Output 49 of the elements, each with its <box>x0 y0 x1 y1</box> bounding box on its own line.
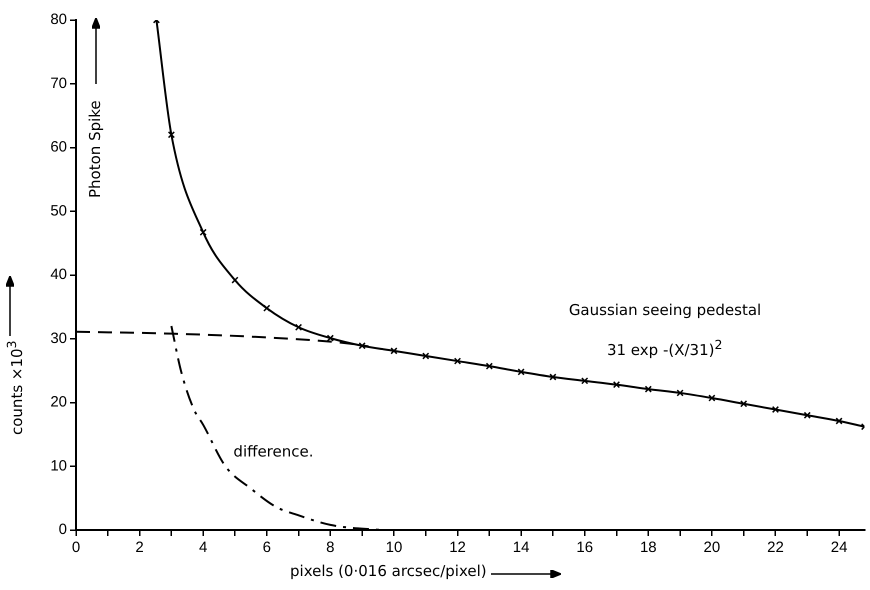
point <box>740 400 748 408</box>
x-tick-label: 18 <box>640 539 657 556</box>
y-tick-label: 0 <box>58 521 67 538</box>
point <box>549 373 556 381</box>
annotation: 31 exp -(X/31)$^{2}$ <box>606 337 722 360</box>
point <box>454 357 462 365</box>
point <box>581 377 588 384</box>
annotation: Photon Spike <box>86 100 104 198</box>
y-tick-label: 20 <box>50 394 67 411</box>
point <box>612 381 620 388</box>
series-label: difference. <box>233 442 314 460</box>
y-tick-label: 50 <box>50 202 67 220</box>
y-tick-label: 10 <box>50 457 67 474</box>
point <box>200 228 207 236</box>
y-tick-label: 80 <box>50 11 67 28</box>
x-tick-label: 0 <box>72 539 80 556</box>
x-tick-label: 24 <box>830 539 848 556</box>
y-tick-label: 40 <box>50 266 67 284</box>
x-tick-label: 2 <box>135 539 144 556</box>
x-tick-label: 6 <box>262 539 271 556</box>
point <box>486 362 493 370</box>
point <box>518 368 525 376</box>
x-axis-title: pixels (0·016 arcsec/pixel) <box>290 562 487 580</box>
y-tick-label: 30 <box>50 330 67 347</box>
x-tick-label: 12 <box>449 539 466 556</box>
x-tick-label: 8 <box>326 539 335 556</box>
point <box>422 352 430 360</box>
point <box>835 417 843 425</box>
y-tick-label: 60 <box>50 138 67 156</box>
x-tick-label: 20 <box>704 539 720 556</box>
point <box>676 389 684 397</box>
point <box>263 304 270 312</box>
point <box>168 131 175 138</box>
annotation: Gaussian seeing pedestal <box>568 300 762 318</box>
point <box>708 394 716 402</box>
x-tick-label: 22 <box>767 539 784 556</box>
x-tick-label: 14 <box>512 539 530 556</box>
x-tick-label: 10 <box>386 539 402 556</box>
point <box>772 406 780 414</box>
x-tick-label: 16 <box>576 539 594 556</box>
point <box>644 386 652 393</box>
x-tick-label: 4 <box>199 539 208 556</box>
point <box>294 324 302 331</box>
point <box>326 334 334 342</box>
point <box>390 347 398 354</box>
point <box>804 412 811 419</box>
y-tick-label: 70 <box>50 74 67 92</box>
point <box>231 276 239 284</box>
point <box>358 342 366 350</box>
